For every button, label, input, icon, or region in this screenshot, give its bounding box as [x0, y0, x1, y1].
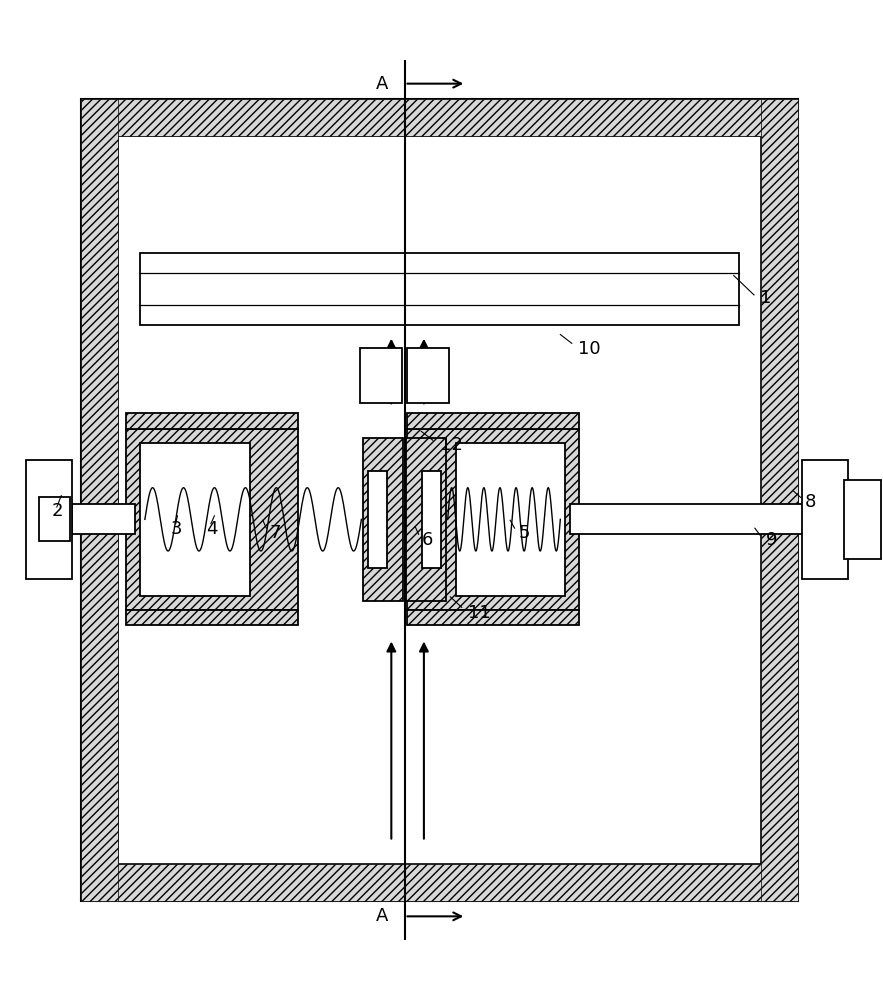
Text: A: A [376, 907, 389, 925]
Bar [80, 864, 798, 901]
Bar [803, 460, 849, 579]
Bar [570, 504, 807, 534]
Bar [407, 348, 449, 403]
Text: 8: 8 [805, 493, 817, 511]
Bar [422, 471, 442, 568]
Bar [456, 443, 565, 596]
Bar [140, 443, 250, 596]
Text: 10: 10 [578, 340, 600, 358]
Text: 3: 3 [170, 520, 182, 538]
Text: 9: 9 [766, 531, 777, 549]
Text: 1: 1 [760, 289, 772, 307]
Text: 5: 5 [519, 524, 531, 542]
Bar [140, 253, 739, 325]
Bar [80, 99, 798, 901]
Bar [359, 348, 402, 403]
Text: 4: 4 [206, 520, 217, 538]
Bar [80, 99, 798, 136]
Text: A: A [376, 75, 389, 93]
Bar [407, 413, 579, 429]
Text: 2: 2 [51, 502, 63, 520]
Bar [363, 438, 403, 601]
Bar [80, 99, 117, 901]
Bar [761, 99, 798, 901]
Bar [126, 429, 298, 610]
Bar [406, 438, 446, 601]
Text: 6: 6 [422, 531, 434, 549]
Bar [117, 136, 761, 864]
Bar [407, 610, 579, 625]
Bar [72, 504, 135, 534]
Bar [367, 471, 387, 568]
Bar [844, 480, 880, 559]
Bar [126, 413, 298, 429]
Text: 7: 7 [270, 524, 282, 542]
Bar [39, 497, 70, 541]
Text: 12: 12 [440, 436, 463, 454]
Text: 11: 11 [468, 604, 491, 622]
Bar [407, 429, 579, 610]
Bar [26, 460, 72, 579]
Bar [126, 610, 298, 625]
